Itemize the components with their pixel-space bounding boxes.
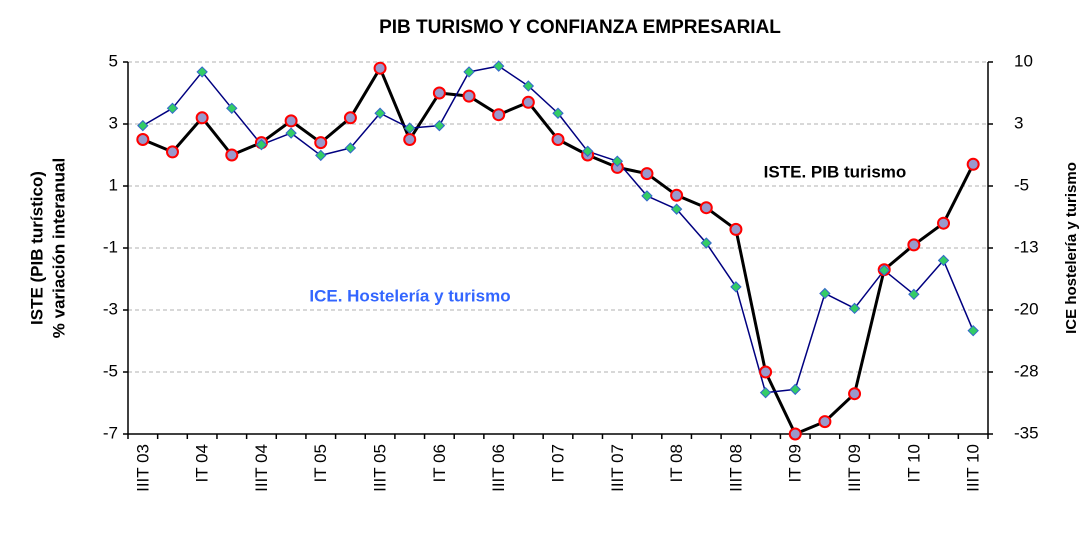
annotation: ICE. Hostelería y turismo (309, 286, 510, 305)
point (136, 133, 150, 146)
x-tick-label: IT 07 (548, 444, 567, 482)
point (729, 222, 743, 236)
point (521, 95, 535, 109)
point (788, 427, 802, 441)
point (195, 111, 209, 125)
x-tick-label: IIIT 10 (964, 444, 983, 492)
y2-tick-label: 10 (1014, 51, 1033, 70)
point (848, 387, 862, 401)
point (225, 148, 239, 162)
point (344, 142, 357, 154)
point (611, 155, 624, 167)
point (966, 157, 980, 171)
y-axis-title: % variación interanual (49, 158, 68, 338)
point (343, 111, 357, 125)
y2-tick-label: -35 (1014, 423, 1039, 442)
y-tick-label: 3 (109, 113, 118, 132)
y2-axis-title: ICE hostelería y turismo (1063, 162, 1080, 334)
x-tick-label: IT 05 (311, 444, 330, 482)
x-tick-label: IT 08 (667, 444, 686, 482)
point (314, 136, 328, 150)
point (907, 238, 921, 252)
x-tick-label: IIIT 03 (133, 444, 152, 492)
point (255, 138, 268, 151)
point (403, 133, 417, 146)
point (315, 149, 327, 162)
point (165, 145, 179, 159)
point (433, 119, 446, 132)
point (700, 237, 712, 249)
point (699, 201, 713, 215)
y-axis-title: ISTE (PIB turístico) (27, 171, 46, 325)
x-tick-label: IIIT 08 (726, 444, 745, 492)
point (374, 107, 386, 119)
x-tick-label: IIIT 06 (489, 444, 508, 492)
point (878, 264, 890, 277)
point (462, 89, 476, 103)
point (137, 119, 149, 132)
x-tick-label: IIIT 07 (608, 444, 627, 492)
point (196, 66, 208, 78)
point (166, 102, 179, 115)
x-tick-label: IT 10 (904, 444, 923, 482)
point (730, 281, 742, 293)
point (848, 302, 861, 315)
point (373, 61, 387, 75)
y-tick-label: -7 (103, 423, 118, 442)
point (670, 188, 684, 202)
x-tick-label: IIIT 05 (371, 444, 390, 492)
y2-tick-label: 3 (1014, 113, 1023, 132)
point (404, 122, 416, 134)
y-tick-label: 1 (109, 175, 118, 194)
point (284, 114, 298, 128)
point (759, 365, 773, 379)
point (937, 254, 950, 267)
series-line (142, 66, 975, 436)
x-tick-label: IIIT 04 (252, 444, 271, 492)
annotation: ISTE. PIB turismo (764, 162, 907, 181)
point (552, 107, 564, 119)
x-tick-label: IT 06 (430, 444, 449, 482)
y2-tick-label: -5 (1014, 175, 1029, 194)
point (789, 383, 801, 396)
point (759, 386, 772, 399)
y-tick-label: 5 (109, 51, 118, 70)
point (581, 145, 594, 157)
x-tick-label: IIIT 09 (845, 444, 864, 492)
point (819, 287, 831, 300)
point (522, 80, 535, 92)
point (818, 415, 832, 429)
point (670, 203, 683, 215)
x-tick-label: IT 09 (786, 444, 805, 482)
y-tick-label: -3 (103, 299, 118, 318)
y2-tick-label: -20 (1014, 299, 1039, 318)
y2-tick-label: -28 (1014, 361, 1039, 380)
point (551, 133, 565, 146)
point (226, 102, 238, 115)
point (492, 108, 506, 122)
point (432, 86, 446, 100)
point (937, 216, 951, 230)
point (908, 288, 920, 301)
point (641, 190, 653, 202)
point (285, 127, 297, 139)
point (640, 167, 654, 181)
y-tick-label: -5 (103, 361, 118, 380)
point (967, 324, 979, 337)
y-tick-label: -1 (103, 237, 118, 256)
y2-tick-label: -13 (1014, 237, 1039, 256)
x-tick-label: IT 04 (193, 444, 212, 482)
point (492, 60, 505, 72)
point (463, 66, 475, 78)
chart-title: PIB TURISMO Y CONFIANZA EMPRESARIAL (379, 17, 781, 38)
